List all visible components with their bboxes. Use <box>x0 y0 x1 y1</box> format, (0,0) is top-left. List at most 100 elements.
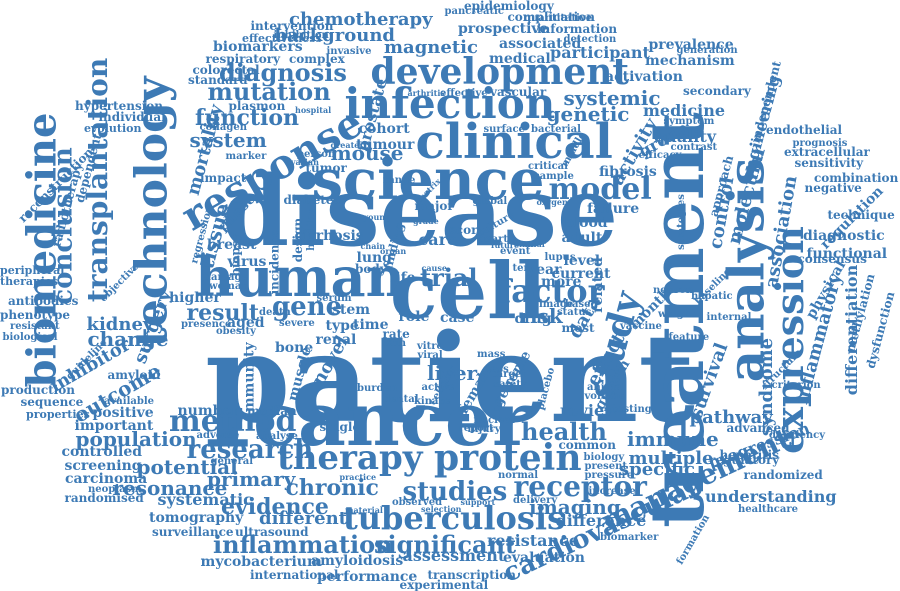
cloud-word-based: based <box>565 299 598 310</box>
cloud-word-similar: similar <box>514 239 546 249</box>
cloud-word-grade: grade <box>413 216 439 226</box>
cloud-word-more: more <box>541 274 582 290</box>
cloud-word-production: production <box>1 383 75 397</box>
cloud-word-weight: weight <box>658 309 696 320</box>
cloud-word-mycobacterium: mycobacterium <box>200 554 322 570</box>
cloud-word-biomarker: biomarker <box>600 532 659 543</box>
cloud-word-deficiency: deficiency <box>769 430 826 441</box>
cloud-word-volume: volume <box>584 391 626 402</box>
cloud-word-evaluation: evaluation <box>503 550 585 566</box>
cloud-word-background: background <box>274 25 396 46</box>
cloud-word-vascular: vascular <box>490 85 547 99</box>
cloud-word-transcription: transcription <box>427 568 517 582</box>
cloud-word-serum: serum <box>316 293 352 304</box>
cloud-word-pressure: pressure <box>584 470 634 481</box>
cloud-word-criterion: criterion <box>771 380 821 391</box>
cloud-word-single: single <box>319 420 361 434</box>
cloud-word-colorectal: colorectal <box>192 63 260 77</box>
cloud-word-technique: technique <box>827 208 895 222</box>
cloud-word-most: most <box>561 321 595 335</box>
cloud-word-chain: chain <box>360 241 386 251</box>
cloud-word-potential: potential <box>136 455 238 479</box>
cloud-word-experimental: experimental <box>399 578 489 591</box>
cloud-word-significant: significant <box>374 530 517 559</box>
cloud-word-lung: lung <box>356 250 392 266</box>
cloud-word-obesity: obesity <box>216 326 256 337</box>
cloud-word-failure: failure <box>587 201 640 217</box>
cloud-word-tuberculosis: tuberculosis <box>343 499 566 537</box>
cloud-word-critical: critical <box>528 161 568 172</box>
cloud-word-major: major <box>414 199 454 213</box>
cloud-word-understanding: understanding <box>705 487 837 506</box>
cloud-word-surface: surface <box>483 124 525 135</box>
cloud-word-nuclear: nuclear <box>473 415 517 426</box>
cloud-word-sample: sample <box>534 171 574 182</box>
cloud-word-endothelial: endothelial <box>766 123 843 137</box>
cloud-word-function: function <box>195 105 300 131</box>
cloud-word-symptom: symptom <box>663 116 715 127</box>
cloud-word-prognosis: prognosis <box>792 138 848 149</box>
cloud-word-mechanism: mechanism <box>645 53 735 69</box>
cloud-word-standard: standard <box>188 73 248 87</box>
cloud-word-systemic: systemic <box>563 86 661 110</box>
cloud-word-level: level <box>563 253 601 269</box>
cloud-word-cancer: cancer <box>253 377 531 463</box>
cloud-word-contrast: contrast <box>670 142 718 153</box>
cloud-word-median: median <box>247 404 297 418</box>
cloud-word-bone: bone <box>275 340 314 356</box>
cloud-word-case: case <box>440 310 475 326</box>
cloud-word-complication: complication <box>507 10 595 24</box>
cloud-word-therapies: therapies <box>0 274 59 288</box>
cloud-word-score: score <box>449 223 486 237</box>
cloud-word-impact: impact <box>200 171 247 185</box>
cloud-word-testing: testing <box>612 404 652 415</box>
cloud-word-carcinoma: carcinoma <box>65 471 148 487</box>
cloud-word-ultrasound: ultrasound <box>235 525 309 539</box>
cloud-word-rate: rate <box>382 327 410 341</box>
cloud-word-intervention: intervention <box>250 19 334 33</box>
cloud-word-range: range <box>383 175 416 186</box>
cloud-word-neoplasm: neoplasm <box>88 484 142 495</box>
cloud-word-damage: damage <box>204 272 248 283</box>
cloud-word-effective: effective <box>440 88 488 99</box>
cloud-word-arthritis: arthritis <box>407 88 445 98</box>
cloud-word-detection: detection <box>563 34 617 45</box>
cloud-word-design: design <box>291 217 306 263</box>
cloud-word-current: current <box>551 266 611 282</box>
cloud-word-individual: individual <box>98 110 166 124</box>
cloud-word-blood: blood <box>564 215 608 231</box>
cloud-word-role: role <box>398 309 430 325</box>
cloud-word-lupus: lupus <box>544 252 576 263</box>
cloud-word-marker: marker <box>225 151 267 162</box>
cloud-word-epidemiology: epidemiology <box>464 0 554 13</box>
cloud-word-complex: complex <box>289 52 345 66</box>
cloud-word-person: person <box>297 149 336 160</box>
cloud-word-associated: associated <box>499 36 582 52</box>
cloud-word-diabetes: diabetes <box>283 193 341 207</box>
cloud-word-healthcare: healthcare <box>738 504 798 515</box>
cloud-word-system: system <box>189 128 267 152</box>
cloud-word-health: health <box>521 417 607 446</box>
cloud-word-resistant: resistant <box>10 321 60 332</box>
cloud-word-review: review <box>560 401 618 420</box>
cloud-word-gene: gene <box>272 292 343 322</box>
cloud-word-immune: immune <box>627 427 719 451</box>
cloud-word-injury: injury <box>467 424 501 435</box>
cloud-word-consensus: consensus <box>797 252 867 266</box>
cloud-word-report: report <box>458 423 494 434</box>
cloud-word-antibodies: antibodies <box>8 294 79 308</box>
cloud-word-magnetic: magnetic <box>384 37 478 58</box>
cloud-word-randomised: randomised <box>64 491 144 505</box>
cloud-word-renal: renal <box>315 332 357 348</box>
cloud-word-tumour: tumour <box>356 137 415 153</box>
cloud-word-assessment: assessment <box>402 546 506 565</box>
cloud-word-clinical: clinical <box>415 114 613 170</box>
cloud-word-hepatic: hepatic <box>691 291 733 302</box>
cloud-word-kidney: kidney <box>86 314 154 335</box>
cloud-word-cell: cell <box>390 246 547 337</box>
cloud-word-surveillance: surveillance <box>152 525 234 539</box>
cloud-word-higher: higher <box>169 290 221 306</box>
cloud-word-pancreatic: pancreatic <box>444 6 504 17</box>
cloud-word-patient: patient <box>205 306 695 450</box>
cloud-word-prevalence: prevalence <box>648 37 734 53</box>
